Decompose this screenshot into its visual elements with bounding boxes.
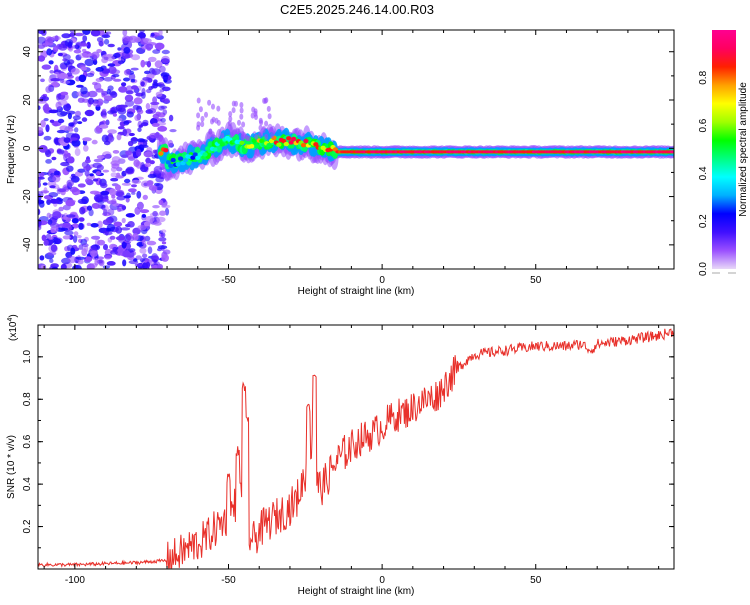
y-tick-label: 40	[22, 46, 33, 58]
colorbar: 0.0 0.2 0.4 0.6 0.8 Normalized spectral ampli…	[698, 30, 749, 276]
page-title: C2E5.2025.246.14.00.R03	[280, 2, 434, 17]
y-multiplier-label: (x104)	[7, 314, 19, 341]
colorbar-tick-label: 0.4	[698, 166, 709, 180]
x-axis-label: Height of straight line (km)	[298, 586, 415, 597]
y-tick-label: -40	[22, 237, 33, 252]
spectrogram-image	[38, 30, 674, 269]
snr-series-group	[38, 328, 674, 569]
y-tick-label: 0	[22, 145, 33, 151]
snr-frame	[37, 324, 675, 570]
snr-series-line	[38, 328, 674, 569]
y-tick-label: -20	[22, 189, 33, 204]
y-multiplier-close: )	[8, 314, 19, 317]
y-axis-label: SNR (10 * v/v)	[6, 435, 17, 499]
snr-panel: -100 -50 0 50 0.2 0.4 0.6 0.8 1.0 Height of strai…	[6, 314, 675, 597]
colorbar-tick-label: 0.2	[698, 214, 709, 228]
x-tick-label: 0	[379, 275, 385, 286]
x-tick-label: -50	[221, 275, 236, 286]
y-multiplier-exponent: 4	[7, 318, 14, 322]
y-tick-label: 20	[22, 94, 33, 106]
y-axis-label: Frequency (Hz)	[6, 115, 17, 184]
x-tick-label: 0	[379, 575, 385, 586]
x-tick-label: -100	[65, 275, 85, 286]
colorbar-tick-label: 0.0	[698, 262, 709, 276]
y-tick-label: 0.2	[22, 519, 33, 533]
spectrogram-panel: -100 -50 0 50 -40 -20 0 20 40 Height of straight …	[6, 29, 675, 297]
y-tick-label: 0.8	[22, 392, 33, 406]
spectrogram-frame	[37, 29, 675, 270]
x-tick-label: -100	[65, 575, 85, 586]
x-tick-label: -50	[221, 575, 236, 586]
y-tick-label: 0.6	[22, 434, 33, 448]
colorbar-gradient	[712, 30, 736, 269]
colorbar-tick-label: 0.8	[698, 70, 709, 84]
y-tick-label: 1.0	[22, 349, 33, 363]
colorbar-tick-label: 0.6	[698, 118, 709, 132]
x-tick-label: 50	[530, 275, 542, 286]
y-multiplier-base: (x10	[8, 321, 19, 341]
x-tick-label: 50	[530, 575, 542, 586]
y-tick-label: 0.4	[22, 477, 33, 491]
x-axis-label: Height of straight line (km)	[298, 286, 415, 297]
colorbar-label: Normalized spectral amplitude	[738, 82, 749, 217]
